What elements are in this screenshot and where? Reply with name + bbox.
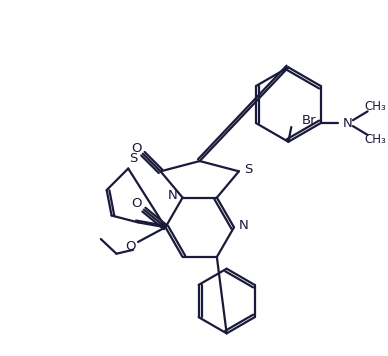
Text: S: S (244, 163, 253, 176)
Text: S: S (129, 152, 137, 165)
Text: CH₃: CH₃ (365, 100, 386, 113)
Text: N: N (239, 219, 249, 232)
Text: O: O (131, 197, 141, 210)
Text: Br: Br (302, 114, 317, 127)
Text: N: N (343, 117, 353, 130)
Text: CH₃: CH₃ (365, 133, 386, 146)
Text: O: O (125, 240, 135, 253)
Text: O: O (131, 142, 141, 155)
Text: N: N (168, 189, 178, 202)
